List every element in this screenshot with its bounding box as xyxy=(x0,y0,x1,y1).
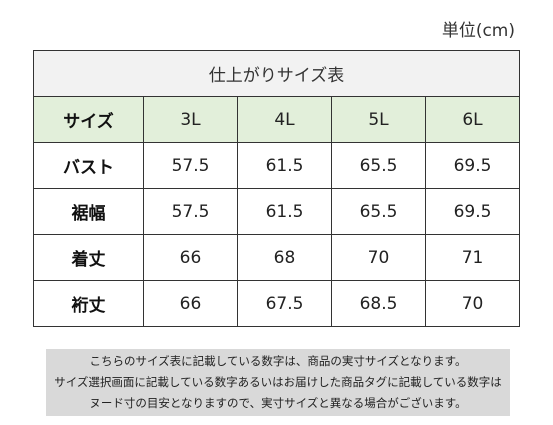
table-cell: 67.5 xyxy=(237,280,332,327)
table-cell: 57.5 xyxy=(143,142,238,189)
table-row-hem-width: 裾幅 57.5 61.5 65.5 69.5 xyxy=(33,188,521,235)
table-cell: 70 xyxy=(331,234,426,281)
table-cell: 69.5 xyxy=(424,188,521,235)
table-row-bust: バスト 57.5 61.5 65.5 69.5 xyxy=(33,142,521,189)
header-cell-4l: 4L xyxy=(237,96,332,143)
row-label: 裾幅 xyxy=(33,188,144,235)
table-cell: 69.5 xyxy=(424,142,521,189)
table-row-length: 着丈 66 68 70 71 xyxy=(33,234,521,281)
table-header-row: サイズ 3L 4L 5L 6L xyxy=(33,96,521,143)
row-label: 着丈 xyxy=(33,234,144,281)
table-cell: 57.5 xyxy=(143,188,238,235)
table-cell: 66 xyxy=(143,280,238,327)
table-cell: 68.5 xyxy=(331,280,426,327)
note-line: こちらのサイズ表に記載している数字は、商品の実寸サイズとなります。 xyxy=(89,354,467,368)
table-cell: 68 xyxy=(237,234,332,281)
size-note: こちらのサイズ表に記載している数字は、商品の実寸サイズとなります。 サイズ選択画… xyxy=(46,349,510,416)
header-cell-3l: 3L xyxy=(143,96,238,143)
size-table: 仕上がりサイズ表 サイズ 3L 4L 5L 6L バスト 57.5 61.5 6… xyxy=(32,50,521,327)
row-label: バスト xyxy=(33,142,144,189)
header-cell-6l: 6L xyxy=(424,96,521,143)
table-cell: 71 xyxy=(424,234,521,281)
table-cell: 61.5 xyxy=(237,188,332,235)
unit-label: 単位(cm) xyxy=(441,21,515,41)
row-label: 裄丈 xyxy=(33,280,144,327)
table-cell: 61.5 xyxy=(237,142,332,189)
note-line: サイズ選択画面に記載している数字あるいはお届けした商品タグに記載している数字は xyxy=(54,375,502,389)
table-row-sleeve: 裄丈 66 67.5 68.5 70 xyxy=(33,280,521,327)
header-cell-5l: 5L xyxy=(331,96,426,143)
table-title: 仕上がりサイズ表 xyxy=(32,50,521,97)
table-cell: 66 xyxy=(143,234,238,281)
table-title-row: 仕上がりサイズ表 xyxy=(32,50,521,97)
table-cell: 70 xyxy=(424,280,521,327)
note-line: ヌード寸の目安となりますので、実寸サイズと異なる場合がございます。 xyxy=(89,396,467,410)
header-cell-size: サイズ xyxy=(33,96,144,143)
table-cell: 65.5 xyxy=(331,142,426,189)
table-cell: 65.5 xyxy=(331,188,426,235)
